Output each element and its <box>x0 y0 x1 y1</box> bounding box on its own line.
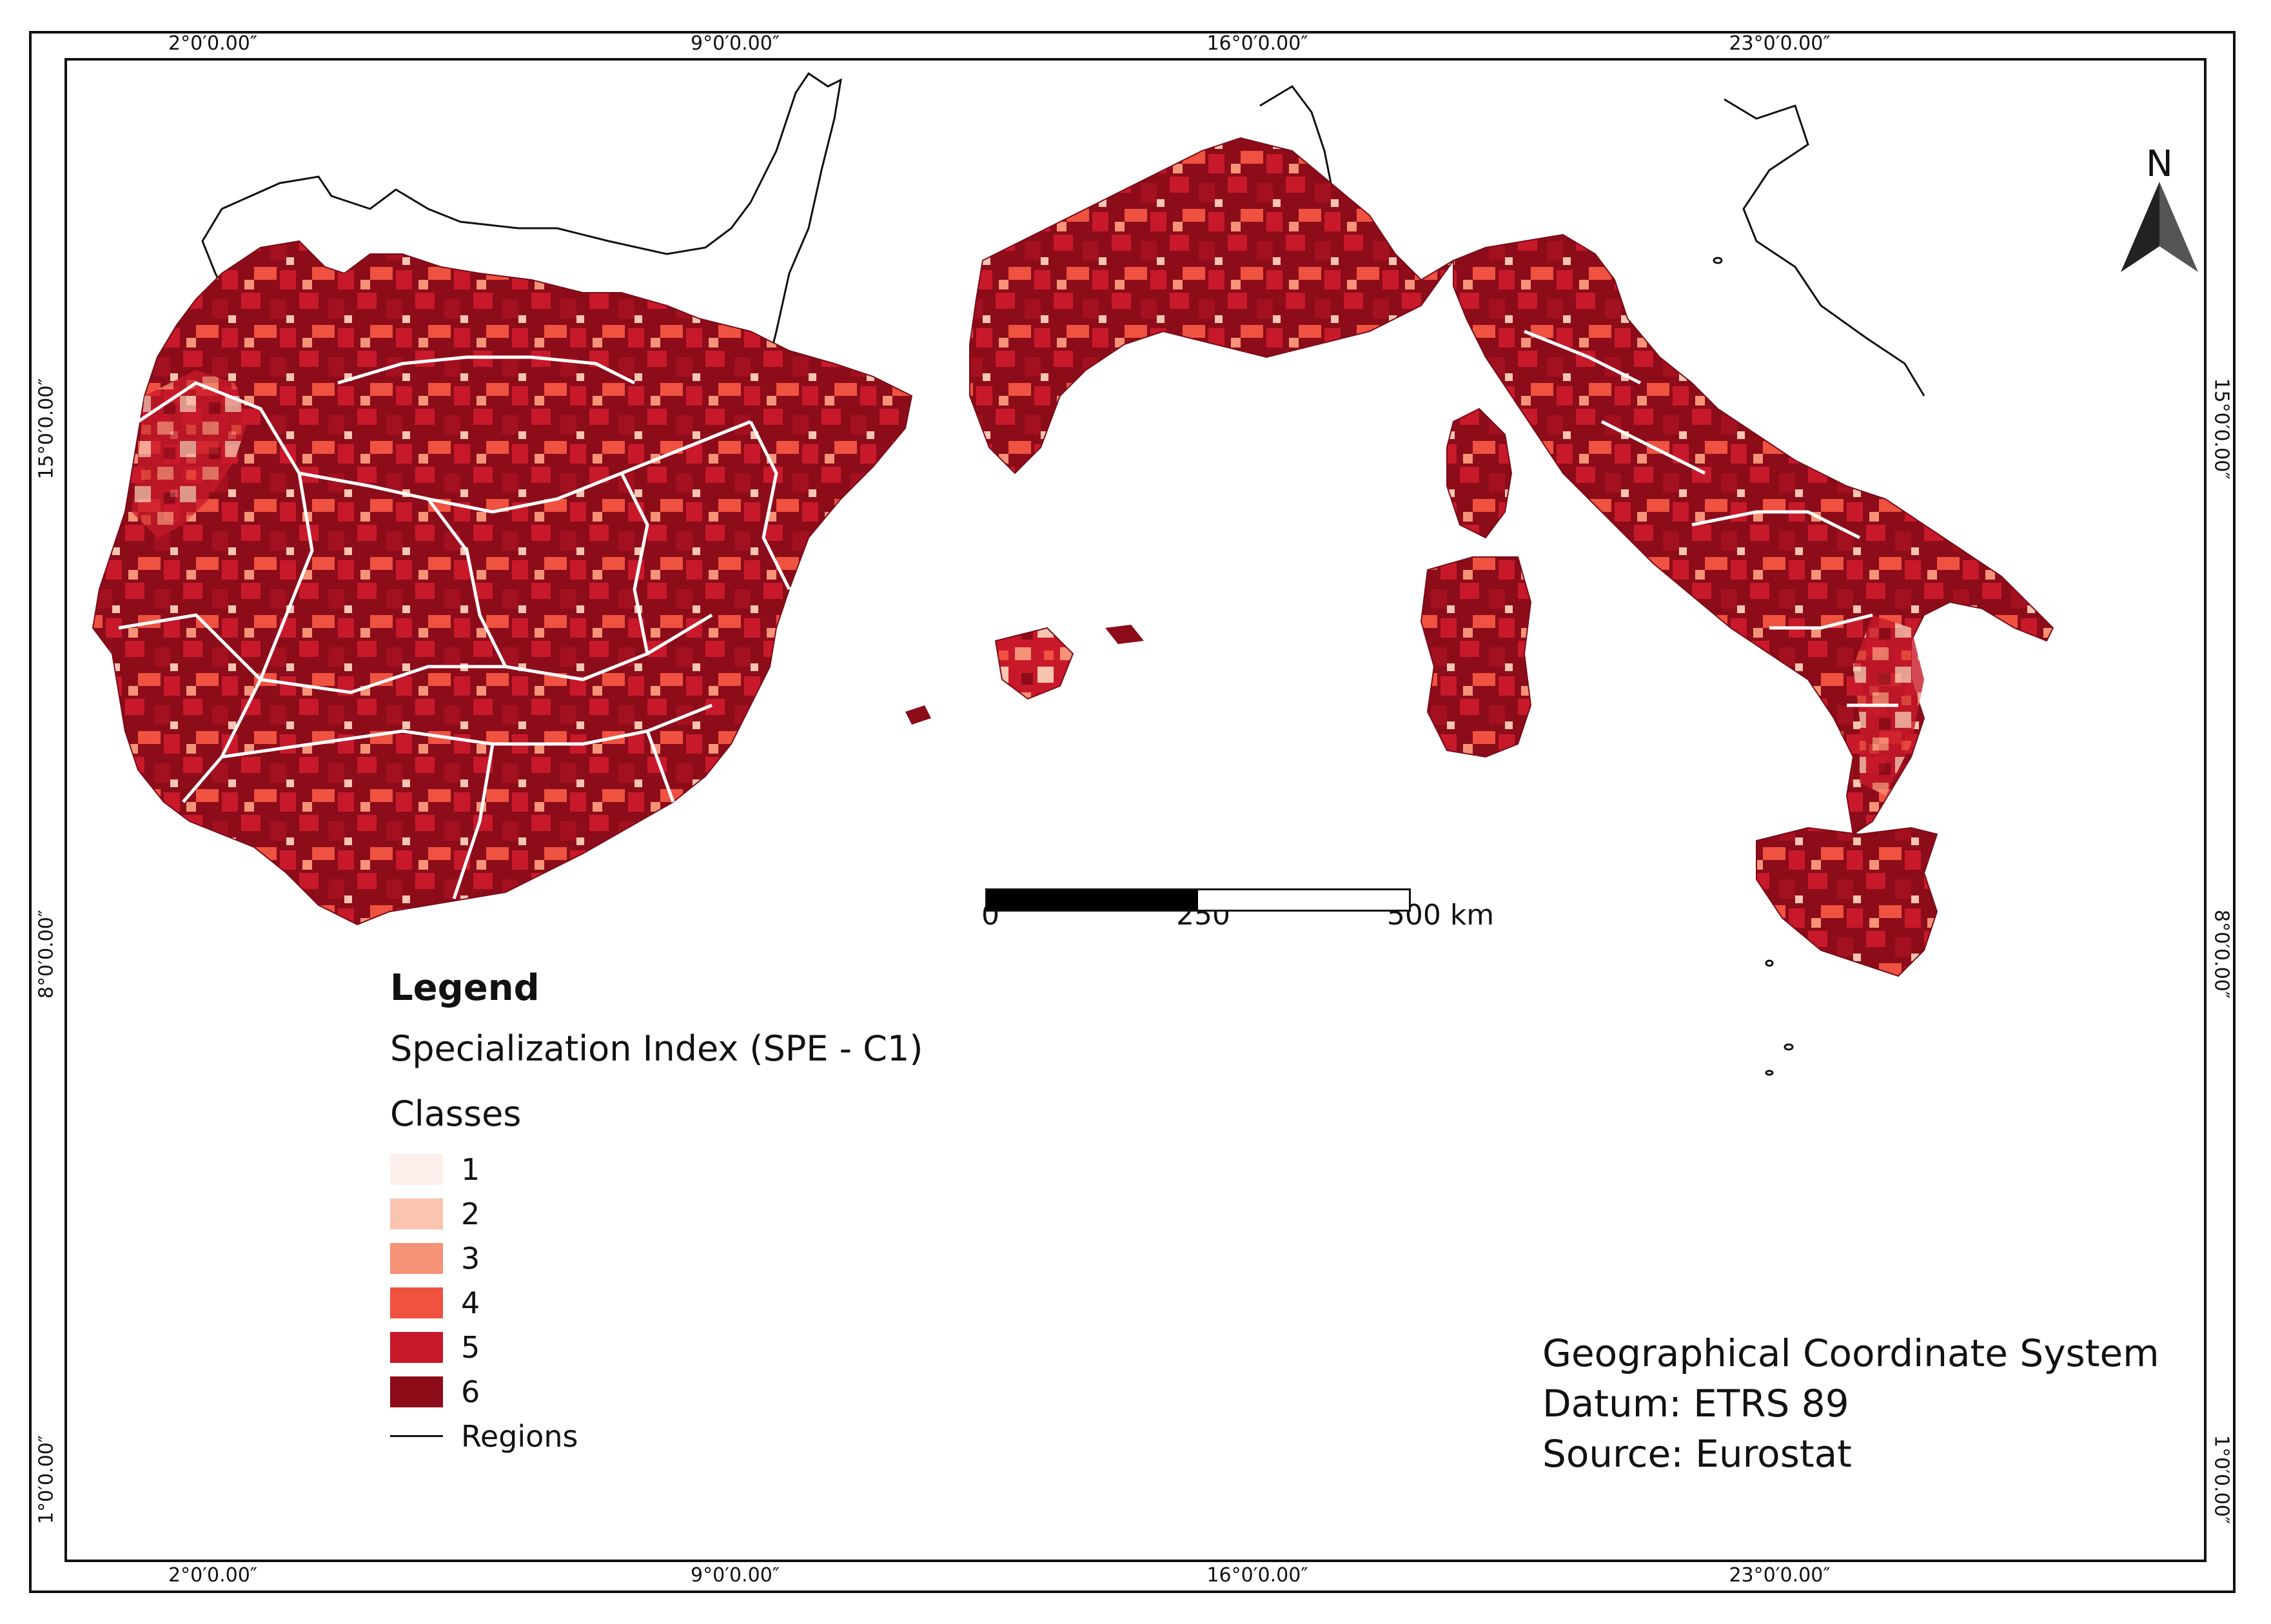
legend-class-label: 1 <box>461 1151 480 1187</box>
info-source: Source: Eurostat <box>1542 1432 1852 1476</box>
legend-title: Legend <box>390 967 540 1009</box>
alps-outline <box>1259 85 1332 184</box>
north-arrow-icon <box>2121 182 2198 272</box>
coord-left-2: 8°0′0.00″ <box>35 910 58 999</box>
info-datum: Datum: ETRS 89 <box>1542 1382 1849 1425</box>
legend-item-class: 5 <box>390 1325 923 1369</box>
mallorca-region <box>994 627 1074 700</box>
legend-regions-label: Regions <box>461 1418 578 1454</box>
regions-line-swatch <box>390 1435 443 1437</box>
coord-bottom-2: 9°0′0.00″ <box>691 1564 780 1587</box>
legend-class-label: 5 <box>461 1329 480 1365</box>
legend-classes-heading: Classes <box>390 1093 522 1134</box>
legend-subtitle: Specialization Index (SPE - C1) <box>390 1028 923 1069</box>
info-crs: Geographical Coordinate System <box>1542 1331 2159 1375</box>
legend-item-class: 4 <box>390 1280 923 1325</box>
coord-top-3: 16°0′0.00″ <box>1206 32 1308 55</box>
north-arrow: N <box>2121 143 2198 279</box>
legend-item-class: 2 <box>390 1191 923 1236</box>
coord-right-2: 8°0′0.00″ <box>2210 910 2233 999</box>
legend-swatch <box>390 1198 443 1229</box>
legend-swatch <box>390 1376 443 1407</box>
map-info: Geographical Coordinate System Datum: ET… <box>1542 1328 2159 1479</box>
menorca-region <box>1105 625 1144 644</box>
legend-class-label: 4 <box>461 1285 480 1320</box>
legend-item-class: 3 <box>390 1236 923 1280</box>
small-islands <box>1713 257 1794 1076</box>
coord-top-2: 9°0′0.00″ <box>691 32 780 55</box>
scale-segment-black <box>987 890 1198 910</box>
legend-item-class: 6 <box>390 1369 923 1414</box>
coord-bottom-4: 23°0′0.00″ <box>1729 1564 1831 1587</box>
coord-bottom-3: 16°0′0.00″ <box>1206 1564 1308 1587</box>
iberia-region <box>92 240 913 926</box>
legend-swatch <box>390 1287 443 1318</box>
legend-class-list: 1 2 3 4 5 6 <box>390 1147 923 1414</box>
southern-france-region <box>969 137 1454 474</box>
map-canvas <box>92 72 2054 1076</box>
scale-segment-white <box>1198 890 1409 910</box>
legend-swatch <box>390 1153 443 1185</box>
balkan-outline <box>1724 98 1925 396</box>
portugal-north-region <box>132 370 248 538</box>
legend-item-class: 1 <box>390 1147 923 1191</box>
north-label: N <box>2146 143 2173 185</box>
iberia-region-boundaries <box>118 355 791 899</box>
coord-left-3: 1°0′0.00″ <box>35 1435 58 1524</box>
italy-region-boundaries <box>1524 329 1898 707</box>
corsica-region <box>1446 407 1513 539</box>
legend-item-regions: Regions <box>390 1414 923 1458</box>
coord-bottom-1: 2°0′0.00″ <box>168 1564 257 1587</box>
sardinia-region <box>1420 556 1532 758</box>
outer-frame <box>29 31 2236 1593</box>
legend-class-label: 6 <box>461 1374 480 1409</box>
italy-region <box>1453 233 2054 836</box>
coord-left-1: 15°0′0.00″ <box>35 378 58 480</box>
coord-top-4: 23°0′0.00″ <box>1729 32 1831 55</box>
legend-class-label: 2 <box>461 1196 480 1231</box>
legend-swatch <box>390 1331 443 1363</box>
coord-top-1: 2°0′0.00″ <box>168 32 257 55</box>
coord-right-1: 15°0′0.00″ <box>2210 378 2233 480</box>
legend: Legend Specialization Index (SPE - C1) C… <box>390 967 923 1458</box>
scale-bar <box>985 888 1411 912</box>
legend-class-label: 3 <box>461 1240 480 1276</box>
legend-swatch <box>390 1242 443 1274</box>
sicily-region <box>1756 827 1938 977</box>
coord-right-3: 1°0′0.00″ <box>2210 1435 2233 1524</box>
ibiza-region <box>905 705 931 725</box>
